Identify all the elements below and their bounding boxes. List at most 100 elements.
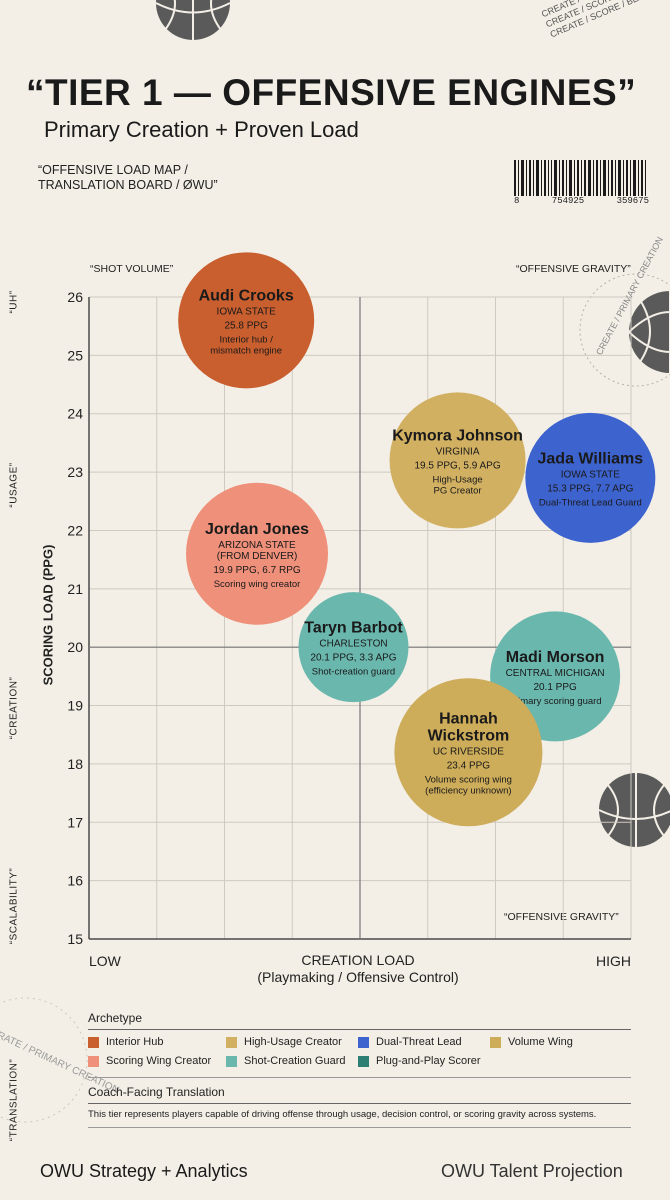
bubble-label: CHARLESTON [319, 639, 387, 650]
legend-item: Shot-Creation Guard [226, 1055, 346, 1067]
y-tick-label: 15 [67, 931, 83, 947]
divider [88, 1077, 631, 1078]
legend-item: Interior Hub [88, 1036, 163, 1048]
basketball-icon [155, 0, 231, 40]
y-tick-label: 16 [67, 873, 83, 889]
bubble-label: Interior hub / [220, 334, 274, 345]
y-tick-label: 25 [67, 347, 83, 363]
y-tick-label: 19 [67, 698, 83, 714]
legend-label: Volume Wing [508, 1036, 573, 1048]
legend-item: Dual-Threat Lead [358, 1036, 462, 1048]
side-label-translation: “TRANSLATION” [8, 1058, 20, 1142]
legend-label: High-Usage Creator [244, 1036, 342, 1048]
bubble-label: VIRGINIA [436, 446, 480, 457]
bubble-label: CENTRAL MICHIGAN [506, 668, 605, 679]
bubble-chart: 15 16 17 18 19 20 21 22 23 24 25 26 Audi Crooks IOWA… [67, 252, 656, 947]
bubble-label: 20.1 PPG [533, 682, 577, 693]
bubble-label: IOWA STATE [217, 306, 277, 317]
y-tick-label: 23 [67, 464, 83, 480]
footer-left: OWU Strategy + Analytics [40, 1161, 248, 1181]
y-tick-label: 24 [67, 406, 83, 422]
x-high-label: HIGH [596, 953, 631, 969]
bubble-circle [525, 412, 656, 543]
y-ticks: 15 16 17 18 19 20 21 22 23 24 25 26 [67, 289, 83, 947]
legend-swatch [490, 1036, 501, 1048]
bubble-label: mismatch engine [210, 345, 282, 356]
corner-label-top-right: “OFFENSIVE GRAVITY” [516, 263, 631, 275]
bubble-circle [389, 392, 526, 529]
legend-label: Interior Hub [106, 1036, 164, 1048]
bubble-label: 19.5 PPG, 5.9 APG [414, 460, 500, 471]
bubble-label: Wickstrom [428, 728, 510, 745]
legend-item: Volume Wing [490, 1036, 573, 1048]
bubble-label: Hannah [439, 711, 498, 728]
divider [88, 1127, 631, 1128]
page-title: “TIER 1 — OFFENSIVE ENGINES” [26, 72, 637, 113]
bubble-label: (FROM DENVER) [217, 551, 298, 562]
bubble-label: Kymora Johnson [392, 427, 523, 444]
y-tick-label: 17 [67, 814, 83, 830]
y-tick-label: 20 [67, 639, 83, 655]
bubble-label: Taryn Barbot [304, 620, 403, 637]
bubble-label: 19.9 PPG, 6.7 RPG [213, 565, 300, 576]
bubble-label: Volume scoring wing [425, 775, 512, 786]
bubble-label: ARIZONA STATE [218, 540, 296, 551]
legend-swatch [358, 1055, 369, 1067]
legend-swatch [226, 1055, 237, 1067]
legend-label: Shot-Creation Guard [244, 1055, 346, 1067]
legend-swatch [88, 1055, 99, 1067]
bubble-label: 25.8 PPG [225, 320, 269, 331]
bubble-label: 20.1 PPG, 3.3 APG [310, 653, 396, 664]
divider [88, 1103, 631, 1104]
divider [88, 1029, 631, 1030]
bubble-label: (efficiency unknown) [425, 786, 511, 797]
x-axis-title-main: CREATION LOAD [301, 952, 415, 968]
bubble-label: 23.4 PPG [447, 761, 491, 772]
bubble-label: Jada Williams [538, 450, 644, 467]
bubble-label: Scoring wing creator [214, 579, 301, 590]
bubble-label: Primary scoring guard [509, 696, 602, 707]
y-tick-label: 18 [67, 756, 83, 772]
bubble-label: High-Usage [432, 474, 482, 485]
bubbles: Audi Crooks IOWA STATE 25.8 PPG Interior hu… [178, 252, 656, 827]
x-axis-title: CREATION LOAD (Playmaking / Offensive Co… [257, 952, 458, 986]
bubble-circle [178, 252, 315, 389]
legend-swatch [358, 1036, 369, 1048]
bubble-label: Audi Crooks [199, 287, 294, 304]
coach-title: Coach-Facing Translation [88, 1085, 225, 1099]
bubble-taryn-barbot: Taryn Barbot CHARLESTON 20.1 PPG, 3.3 APG S… [298, 592, 409, 703]
barcode-number: 8 754925 359675 [514, 196, 649, 206]
bubble-label: IOWA STATE [561, 469, 621, 480]
x-low-label: LOW [89, 953, 121, 969]
bubble-label: Shot-creation guard [312, 667, 395, 678]
legend-swatch [226, 1036, 237, 1048]
bubble-audi-crooks: Audi Crooks IOWA STATE 25.8 PPG Interior hu… [178, 252, 315, 389]
basketball-icon [598, 773, 670, 847]
bubble-circle [186, 482, 329, 625]
coach-text: This tier represents players capable of … [88, 1109, 597, 1120]
legend-title: Archetype [88, 1011, 143, 1025]
legend-label: Plug-and-Play Scorer [376, 1055, 481, 1067]
legend-item: High-Usage Creator [226, 1036, 342, 1048]
bubble-label: Jordan Jones [205, 521, 309, 538]
legend-label: Scoring Wing Creator [106, 1055, 212, 1067]
bubble-jordan-jones: Jordan Jones ARIZONA STATE(FROM DENVER) 19… [186, 482, 329, 625]
bubble-kymora-johnson: Kymora Johnson VIRGINIA 19.5 PPG, 5.9 APG H… [389, 392, 526, 529]
legend-item: Scoring Wing Creator [88, 1055, 211, 1067]
bubble-label: Dual-Threat Lead Guard [539, 497, 642, 508]
bubble-jada-williams: Jada Williams IOWA STATE 15.3 PPG, 7.7 APG… [525, 412, 656, 543]
bubble-label: Madi Morson [506, 649, 605, 666]
bubble-circle [298, 592, 409, 703]
legend-item: Plug-and-Play Scorer [358, 1055, 481, 1067]
page-subtitle: Primary Creation + Proven Load [44, 117, 359, 142]
board-label: “OFFENSIVE LOAD MAP / TRANSLATION BOARD … [38, 163, 218, 192]
legend-label: Dual-Threat Lead [376, 1036, 462, 1048]
bubble-label: PG Creator [434, 485, 482, 496]
y-tick-label: 21 [67, 581, 83, 597]
bubble-label: 15.3 PPG, 7.7 APG [547, 483, 633, 494]
legend-swatch [88, 1036, 99, 1048]
bubble-circle [394, 678, 543, 827]
x-axis-title-sub: (Playmaking / Offensive Control) [257, 969, 459, 985]
bubble-label: UC RIVERSIDE [433, 747, 504, 758]
